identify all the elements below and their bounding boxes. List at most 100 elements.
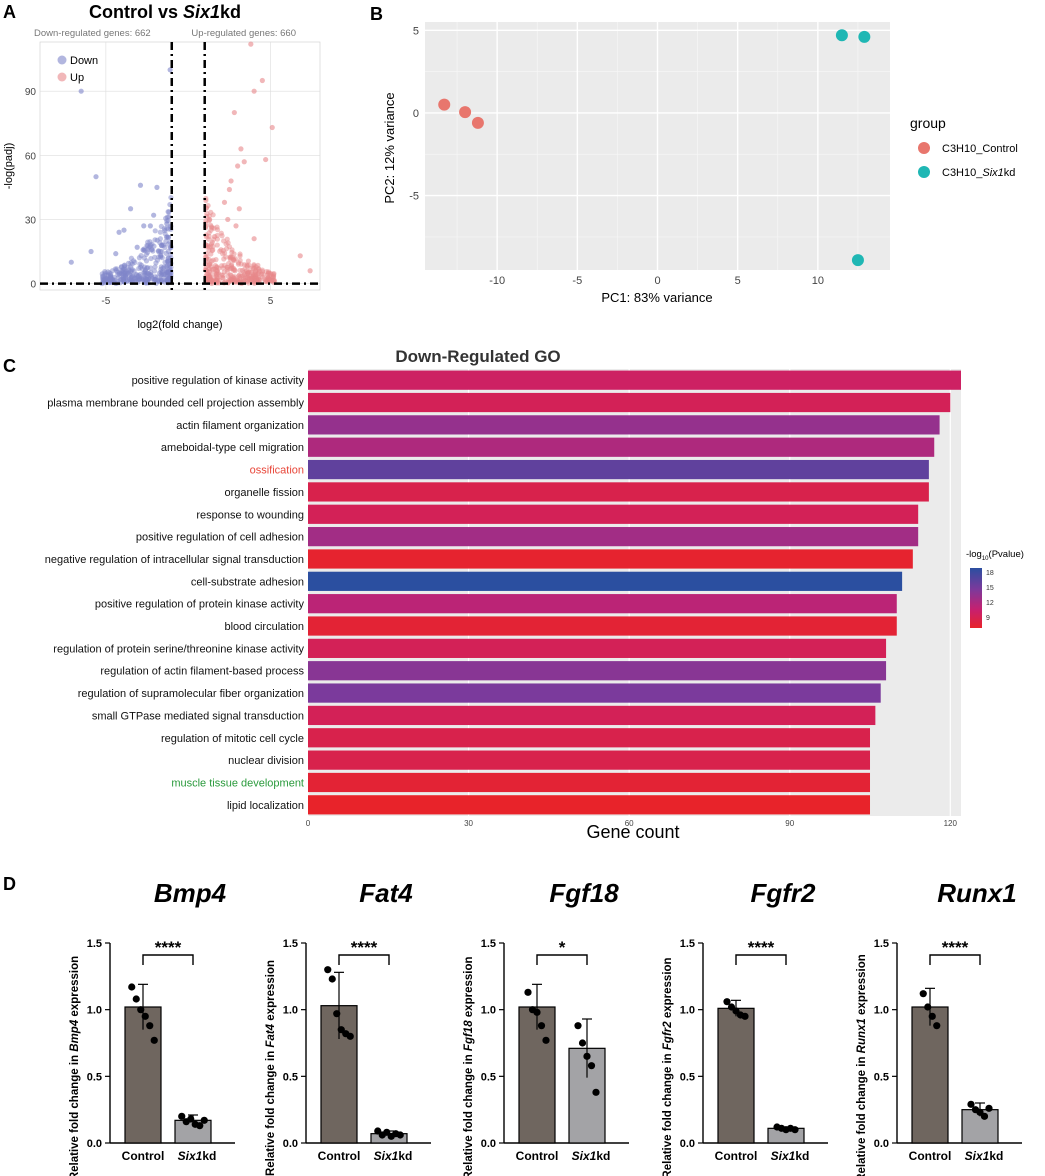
go-term-label: ameboidal-type cell migration <box>161 442 304 454</box>
down-gene-point <box>138 262 145 268</box>
up-gene-point <box>253 276 259 282</box>
replicate-point <box>178 1112 186 1120</box>
pca-legend-title: group <box>910 115 946 131</box>
go-bar <box>308 683 881 703</box>
up-gene-point <box>208 251 214 257</box>
qpcr-y-tick-label: 0.5 <box>680 1071 695 1083</box>
down-gene-point <box>165 209 171 215</box>
volcano-y-tick-label: 90 <box>25 87 37 98</box>
six1kd-category-label: Six1kd <box>374 1149 413 1163</box>
up-gene-point <box>238 261 244 267</box>
go-x-tick-label: 90 <box>785 819 794 828</box>
go-plot-area <box>308 369 961 816</box>
replicate-point <box>537 1022 546 1030</box>
pvalue-color-bar <box>970 568 982 628</box>
up-gene-point <box>297 253 303 259</box>
go-bar <box>308 571 903 591</box>
down-gene-point <box>78 88 84 94</box>
up-regulated-count: Up-regulated genes: 660 <box>191 28 296 39</box>
qpcr-y-tick-label: 0.5 <box>283 1071 298 1083</box>
go-term-label: negative regulation of intracellular sig… <box>45 554 304 566</box>
replicate-point <box>587 1062 596 1070</box>
go-bar <box>308 504 919 524</box>
pca-y-tick-label: 5 <box>413 25 419 37</box>
qpcr-plots: Bmp4 Relative fold change in Bmp4 express… <box>69 878 1022 1176</box>
go-bar <box>308 795 871 815</box>
volcano-title: Control vs Six1kd <box>89 2 241 22</box>
go-bar <box>308 594 897 614</box>
down-gene-point <box>155 248 162 255</box>
go-term-label: organelle fission <box>225 487 305 499</box>
qpcr-y-tick-label: 0.0 <box>481 1138 496 1150</box>
pca-axes: -10 -5 0 5 10 -5 0 5 <box>409 25 824 287</box>
qpcr-gene-title: Runx1 <box>937 878 1016 908</box>
qpcr-plot-fat4: Fat4 Relative fold change in Fat4 express… <box>265 878 431 1176</box>
up-gene-point <box>203 232 209 238</box>
significance-bracket <box>735 954 787 965</box>
go-x-tick-label: 60 <box>625 819 634 828</box>
down-gene-point <box>129 266 135 273</box>
up-gene-point <box>259 77 265 84</box>
pvalue-legend-tick-label: 18 <box>986 570 994 577</box>
down-gene-point <box>151 243 157 249</box>
qpcr-y-tick-label: 1.0 <box>87 1005 102 1017</box>
up-gene-point <box>248 41 254 47</box>
replicate-point <box>150 1036 158 1044</box>
replicate-point <box>723 998 731 1006</box>
pca-x-tick-label: 5 <box>735 275 741 287</box>
replicate-point <box>928 1012 936 1020</box>
qpcr-plot-fgf18: Fgf18 Relative fold change in Fgf18 expre… <box>463 878 629 1176</box>
pca-y-tick-label: 0 <box>413 108 419 120</box>
up-gene-point <box>207 216 213 223</box>
panel-c-go-bars: C Down-Regulated GO positive regulation … <box>3 347 1024 842</box>
down-gene-point <box>152 264 158 270</box>
replicate-point <box>578 1039 587 1047</box>
qpcr-y-axis-label: Relative fold change in Fgf18 expression <box>463 956 475 1176</box>
replicate-point <box>980 1112 989 1120</box>
go-bar <box>308 370 961 390</box>
significance-stars: **** <box>155 938 182 957</box>
go-bar <box>308 437 935 457</box>
pvalue-legend-tick-label: 12 <box>986 600 994 607</box>
control-sample-point <box>438 98 451 111</box>
go-term-label: positive regulation of cell adhesion <box>136 532 304 544</box>
qpcr-plot-fgfr2: Fgfr2 Relative fold change in Fgfr2 expre… <box>662 878 828 1176</box>
qpcr-y-tick-label: 1.0 <box>481 1005 496 1017</box>
down-gene-point <box>152 254 158 260</box>
pca-x-tick-label: 0 <box>654 275 660 287</box>
down-gene-point <box>113 251 119 257</box>
down-gene-point <box>120 269 126 275</box>
legend-down-label: Down <box>70 55 98 67</box>
down-gene-point <box>137 182 144 188</box>
pvalue-legend-tick-label: 9 <box>986 615 990 622</box>
go-term-label: regulation of actin filament-based proce… <box>100 666 304 678</box>
go-term-label: lipid localization <box>227 800 304 812</box>
pca-legend: group C3H10_Control C3H10_Six1kd <box>910 115 1018 179</box>
down-gene-point <box>132 275 138 281</box>
up-gene-point <box>221 199 228 205</box>
qpcr-gene-title: Fgf18 <box>549 878 619 908</box>
go-x-axis-label: Gene count <box>586 822 679 842</box>
six1kd-category-label: Six1kd <box>178 1149 217 1163</box>
down-gene-point <box>116 229 122 235</box>
qpcr-y-tick-label: 0.0 <box>87 1138 102 1150</box>
up-gene-point <box>214 227 221 233</box>
volcano-points <box>68 41 313 287</box>
legend-control-label: C3H10_Control <box>942 143 1018 155</box>
up-gene-point <box>204 210 210 217</box>
replicate-point <box>146 1022 154 1030</box>
down-gene-point <box>165 255 171 262</box>
qpcr-y-tick-label: 1.0 <box>680 1005 695 1017</box>
pvalue-legend-tick-label: 15 <box>986 585 994 592</box>
significance-bracket <box>929 954 981 965</box>
go-bar <box>308 527 919 547</box>
six1kd-category-label: Six1kd <box>965 1149 1004 1163</box>
replicate-point <box>324 966 332 974</box>
up-gene-point <box>205 277 212 283</box>
up-gene-point <box>207 268 213 274</box>
up-gene-point <box>251 236 257 242</box>
significance-bracket <box>338 954 390 965</box>
down-gene-point <box>138 253 144 259</box>
go-term-label: positive regulation of kinase activity <box>132 375 305 387</box>
